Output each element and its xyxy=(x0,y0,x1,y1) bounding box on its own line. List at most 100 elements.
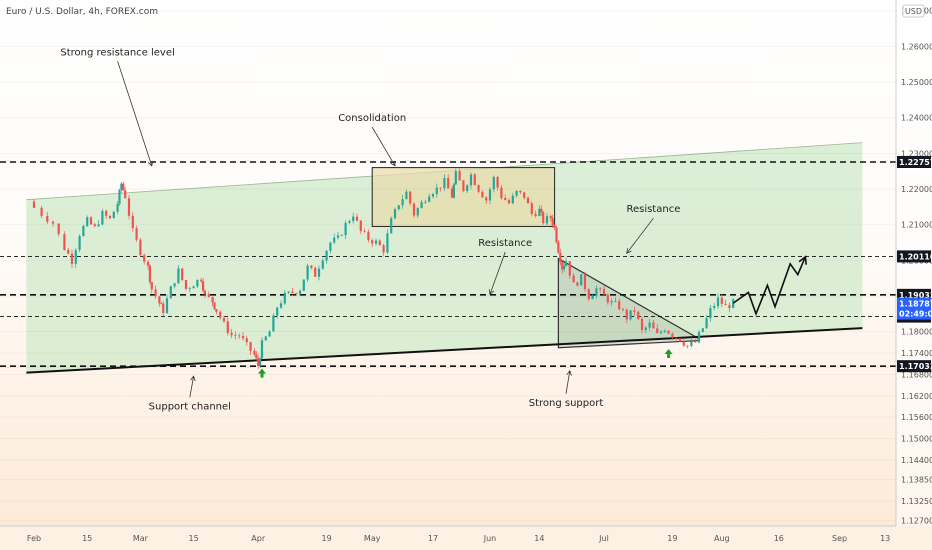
candle[interactable] xyxy=(602,288,606,295)
candle[interactable] xyxy=(378,240,381,246)
candle[interactable] xyxy=(469,174,473,186)
candle[interactable] xyxy=(724,303,727,306)
candle[interactable] xyxy=(618,301,621,310)
candle[interactable] xyxy=(443,177,446,189)
candle[interactable] xyxy=(306,265,309,280)
candle[interactable] xyxy=(610,301,613,303)
candle[interactable] xyxy=(165,298,169,313)
projection-path[interactable] xyxy=(732,256,807,317)
candle[interactable] xyxy=(656,328,659,333)
candle[interactable] xyxy=(344,222,347,236)
candle[interactable] xyxy=(644,327,647,331)
candle[interactable] xyxy=(321,260,324,269)
candle[interactable] xyxy=(587,289,590,299)
candle[interactable] xyxy=(458,171,461,181)
candle[interactable] xyxy=(63,234,66,250)
candle[interactable] xyxy=(363,231,366,232)
candle[interactable] xyxy=(82,225,85,237)
candle[interactable] xyxy=(86,217,89,226)
candle[interactable] xyxy=(279,303,283,308)
annotation-label[interactable]: Resistance xyxy=(626,204,680,215)
candle[interactable] xyxy=(557,242,560,253)
candle[interactable] xyxy=(150,282,153,290)
candle[interactable] xyxy=(538,208,541,216)
candle[interactable] xyxy=(606,294,609,303)
candle[interactable] xyxy=(51,221,55,224)
candle[interactable] xyxy=(542,212,545,224)
candle[interactable] xyxy=(181,268,184,280)
candle[interactable] xyxy=(192,286,195,289)
candle[interactable] xyxy=(160,303,163,305)
candle[interactable] xyxy=(215,309,218,312)
candle[interactable] xyxy=(127,198,131,216)
candle[interactable] xyxy=(694,341,697,343)
candle[interactable] xyxy=(253,350,256,355)
candle[interactable] xyxy=(259,358,262,366)
candle[interactable] xyxy=(416,208,419,216)
candle[interactable] xyxy=(473,174,476,186)
candle[interactable] xyxy=(230,332,233,336)
candle[interactable] xyxy=(78,236,81,250)
candle[interactable] xyxy=(272,315,275,332)
candle[interactable] xyxy=(348,221,351,223)
candle[interactable] xyxy=(203,290,207,295)
candle[interactable] xyxy=(122,183,125,191)
candle[interactable] xyxy=(551,218,554,226)
candle[interactable] xyxy=(374,240,378,244)
candle[interactable] xyxy=(534,213,537,216)
candle[interactable] xyxy=(135,228,138,240)
candle[interactable] xyxy=(283,292,286,304)
candle[interactable] xyxy=(333,237,336,243)
candle[interactable] xyxy=(697,331,701,343)
candle[interactable] xyxy=(591,295,594,299)
candle[interactable] xyxy=(336,235,340,238)
candle[interactable] xyxy=(732,299,735,309)
candle[interactable] xyxy=(146,261,150,266)
candle[interactable] xyxy=(340,235,343,236)
candle[interactable] xyxy=(488,189,492,201)
candle[interactable] xyxy=(424,201,427,203)
candle[interactable] xyxy=(450,188,454,198)
candle[interactable] xyxy=(295,293,298,294)
annotation-label[interactable]: Strong resistance level xyxy=(60,47,174,58)
candle[interactable] xyxy=(713,306,716,308)
candle[interactable] xyxy=(629,310,632,320)
candle[interactable] xyxy=(454,171,457,185)
candle[interactable] xyxy=(131,215,134,229)
candle[interactable] xyxy=(504,198,507,201)
candle[interactable] xyxy=(238,335,241,337)
candle[interactable] xyxy=(420,202,423,209)
candle[interactable] xyxy=(466,185,469,192)
candle[interactable] xyxy=(439,187,442,189)
candle[interactable] xyxy=(405,191,408,200)
candle[interactable] xyxy=(496,176,499,188)
candle[interactable] xyxy=(184,279,188,289)
candle[interactable] xyxy=(226,321,229,333)
candle[interactable] xyxy=(447,177,450,189)
candle[interactable] xyxy=(640,318,644,331)
candle[interactable] xyxy=(435,187,438,195)
support-trendline[interactable] xyxy=(26,327,863,374)
candle[interactable] xyxy=(139,239,142,256)
candle[interactable] xyxy=(219,311,222,318)
candle[interactable] xyxy=(177,268,180,284)
candle[interactable] xyxy=(540,208,543,213)
candle[interactable] xyxy=(202,281,205,291)
candle[interactable] xyxy=(200,279,203,282)
candle[interactable] xyxy=(549,216,552,219)
candle[interactable] xyxy=(485,197,488,201)
candle[interactable] xyxy=(728,305,731,309)
candle[interactable] xyxy=(633,310,636,312)
candle[interactable] xyxy=(74,249,77,264)
candle[interactable] xyxy=(276,307,279,316)
candle[interactable] xyxy=(637,311,640,319)
candle[interactable] xyxy=(118,189,121,204)
candle[interactable] xyxy=(530,203,533,214)
candle[interactable] xyxy=(599,288,602,290)
candle[interactable] xyxy=(576,282,579,286)
candle[interactable] xyxy=(302,279,305,291)
candle[interactable] xyxy=(519,190,522,193)
candle[interactable] xyxy=(409,191,412,204)
